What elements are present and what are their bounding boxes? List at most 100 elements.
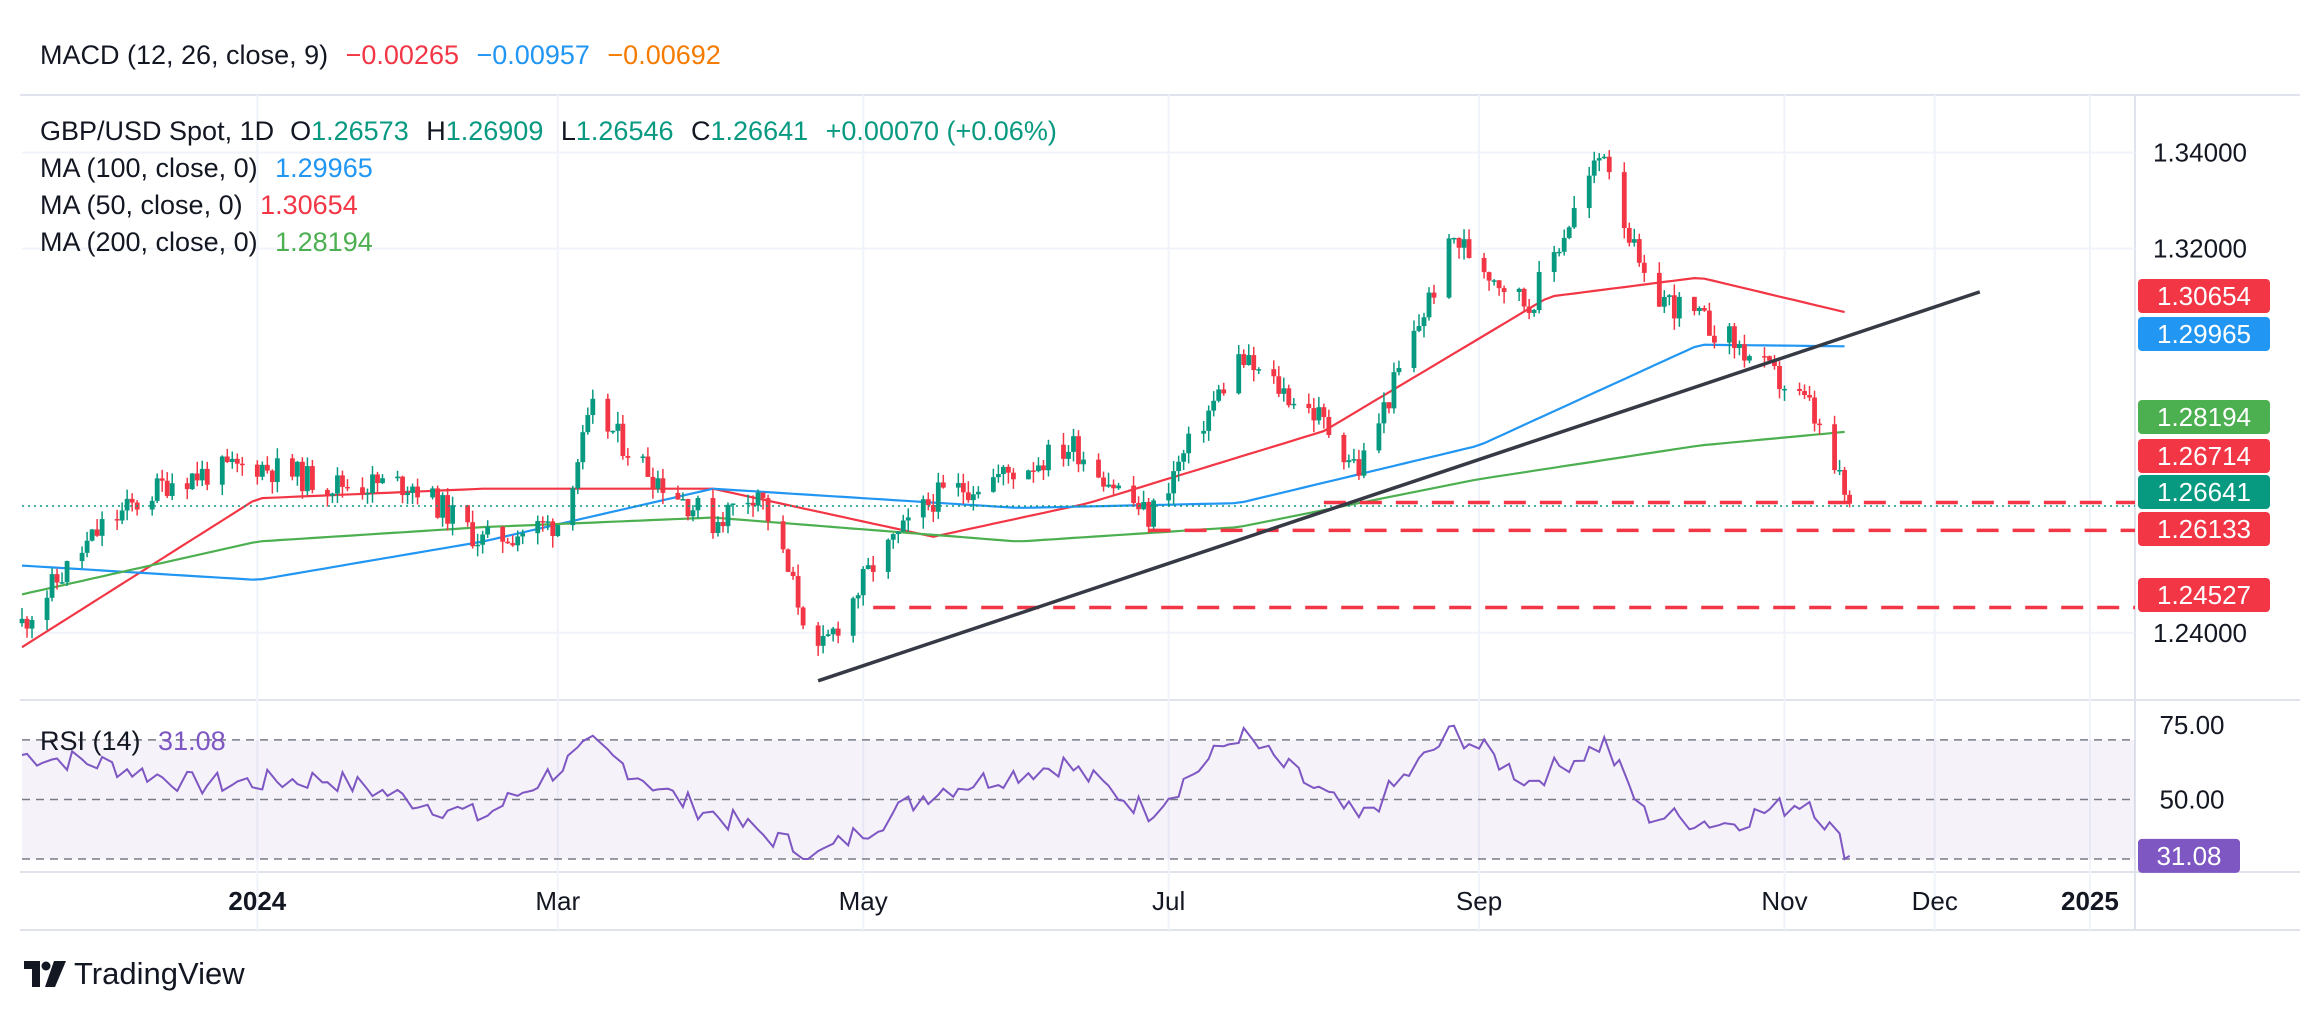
ma100-label: MA (100, close, 0) xyxy=(40,153,258,183)
candle-body xyxy=(164,480,170,496)
candle-body xyxy=(520,533,526,537)
ma50-legend[interactable]: MA (50, close, 0) 1.30654 xyxy=(40,190,368,221)
candle-body xyxy=(540,521,546,523)
symbol-title[interactable]: GBP/USD Spot, 1D xyxy=(40,116,275,146)
candle-body xyxy=(1426,292,1432,318)
candle-body xyxy=(1847,494,1852,504)
price-badge-label: 1.26641 xyxy=(2157,477,2251,507)
candle-body xyxy=(1772,360,1777,367)
candle-body xyxy=(430,488,435,498)
open-value: 1.26573 xyxy=(311,116,409,146)
rsi-legend[interactable]: RSI (14) 31.08 xyxy=(40,726,236,757)
candle-body xyxy=(940,482,946,488)
candle-body xyxy=(795,576,801,608)
candle-body xyxy=(1586,175,1592,209)
candle-body xyxy=(59,582,65,584)
candle-body xyxy=(1316,407,1322,421)
ma200-legend[interactable]: MA (200, close, 0) 1.28194 xyxy=(40,227,383,258)
price-badges: 1.30654 1.29965 1.28194 1.26714 1.26641 1.261… xyxy=(2138,279,2270,873)
candle-body xyxy=(114,519,120,521)
ma50-value: 1.30654 xyxy=(260,190,358,220)
candle-body xyxy=(870,565,876,572)
candle-body xyxy=(1691,296,1697,312)
tradingview-wordmark: TradingView xyxy=(74,956,245,991)
tradingview-logo[interactable]: TradingView xyxy=(24,952,245,996)
candle-body xyxy=(294,461,300,477)
close-value: 1.26641 xyxy=(710,116,809,146)
rsi-value: 31.08 xyxy=(158,726,226,756)
candle-body xyxy=(1696,308,1702,312)
candle-body xyxy=(64,561,70,583)
candle-body xyxy=(585,415,591,433)
macd-value: −0.00265 xyxy=(345,40,459,70)
candle-body xyxy=(1386,402,1392,409)
candle-body xyxy=(920,499,926,518)
candle-body xyxy=(1046,444,1051,471)
price-tick-label: 1.24000 xyxy=(2153,618,2247,648)
candle-body xyxy=(905,517,911,521)
rsi-label: RSI (14) xyxy=(40,726,141,756)
price-tick-label: 1.32000 xyxy=(2153,234,2247,264)
candle-body xyxy=(725,504,731,527)
candle-body xyxy=(1732,326,1737,349)
candle-body xyxy=(1631,239,1637,243)
candle-body xyxy=(1166,493,1172,501)
candle-body xyxy=(660,478,666,493)
candle-body xyxy=(800,607,806,626)
price-badge xyxy=(2138,512,2270,546)
candle-body xyxy=(450,505,456,524)
ma100-legend[interactable]: MA (100, close, 0) 1.29965 xyxy=(40,153,383,184)
candle-body xyxy=(1241,354,1247,365)
candle-body xyxy=(675,492,681,500)
candle-body xyxy=(305,466,310,492)
candle-body xyxy=(685,499,691,517)
candle-body xyxy=(465,505,471,523)
axes: 1.34000 1.32000 1.24000 75.00 50.00 2024 Mar Ma… xyxy=(228,138,2247,916)
candle-body xyxy=(1606,156,1612,173)
candle-body xyxy=(264,464,270,471)
candle-body xyxy=(204,468,210,485)
chart-canvas[interactable]: 1.34000 1.32000 1.24000 75.00 50.00 2024 Mar Ma… xyxy=(0,0,2300,940)
candle-body xyxy=(94,529,100,536)
candle-body xyxy=(890,534,896,540)
candle-body xyxy=(1636,239,1642,263)
candle-body xyxy=(1641,262,1647,273)
candle-body xyxy=(1411,330,1417,368)
candle-body xyxy=(825,634,831,637)
candle-body xyxy=(750,502,756,506)
candle-body xyxy=(234,458,240,464)
candle-body xyxy=(1131,485,1136,503)
candle-body xyxy=(1531,310,1537,313)
candle-body xyxy=(400,476,405,496)
candle-body xyxy=(1656,272,1662,307)
candle-body xyxy=(475,544,481,547)
candle-body xyxy=(1797,388,1802,391)
candle-body xyxy=(640,456,646,459)
candle-body xyxy=(224,456,230,463)
candle-body xyxy=(375,474,380,484)
time-tick-label: 2024 xyxy=(228,886,286,916)
time-tick-label: 2025 xyxy=(2061,886,2119,916)
macd-label: MACD (12, 26, close, 9) xyxy=(40,40,329,70)
candle-body xyxy=(695,498,701,511)
candle-body xyxy=(269,470,275,483)
candle-body xyxy=(1081,459,1086,465)
candle-body xyxy=(1777,366,1782,390)
candle-body xyxy=(1146,501,1151,527)
price-badge xyxy=(2138,475,2270,509)
candle-body xyxy=(1837,469,1842,472)
candle-body xyxy=(1832,424,1837,471)
support-levels xyxy=(22,500,2135,610)
price-badge-label: 1.24527 xyxy=(2157,580,2251,610)
candle-body xyxy=(1461,239,1467,248)
candle-body xyxy=(955,483,961,488)
candle-body xyxy=(395,476,400,479)
candle-body xyxy=(89,529,95,541)
trendline xyxy=(817,290,1981,683)
candle-body xyxy=(1701,308,1707,311)
candle-body xyxy=(615,423,621,431)
candle-body xyxy=(1171,471,1177,494)
candle-body xyxy=(1181,453,1187,462)
candle-body xyxy=(49,574,55,598)
candle-body xyxy=(995,474,1001,478)
